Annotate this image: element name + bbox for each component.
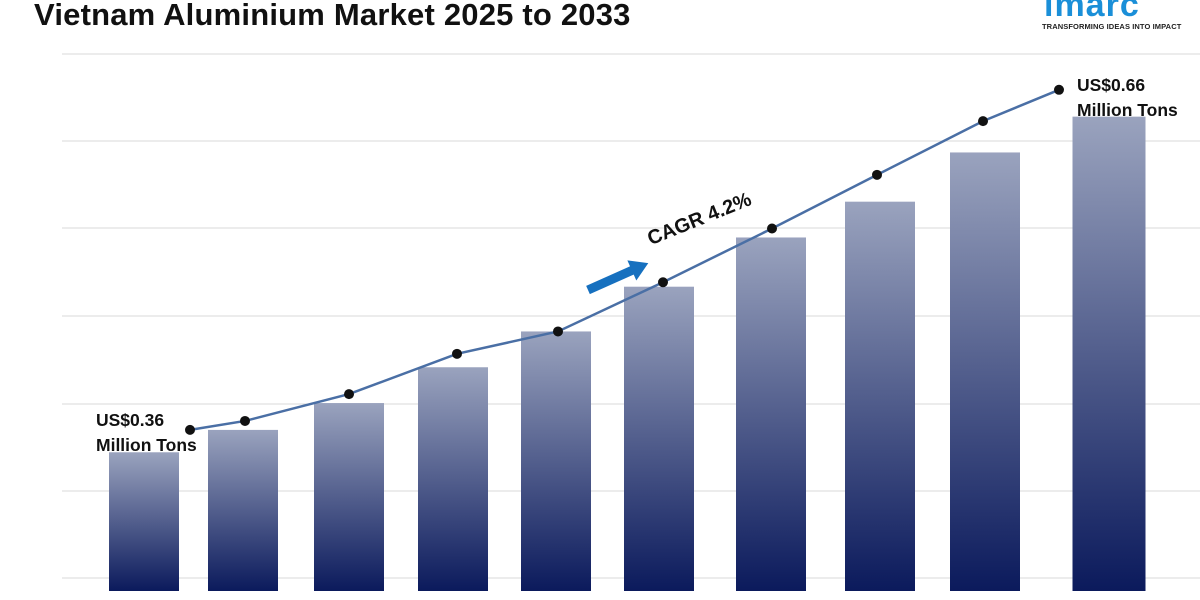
cagr-arrow-icon <box>586 260 649 295</box>
start-value: US$0.36 <box>96 410 165 430</box>
start-unit: Million Tons <box>96 435 197 455</box>
trend-markers <box>185 84 1064 435</box>
chart-title: Vietnam Aluminium Market 2025 to 2033 <box>34 0 631 32</box>
trend-line-path <box>189 88 1060 432</box>
logo-tagline: TRANSFORMING IDEAS INTO IMPACT <box>1042 22 1182 31</box>
end-unit: Million Tons <box>1077 100 1178 120</box>
start-value-label: US$0.36 Million Tons <box>96 408 197 458</box>
trend-point-2027 <box>344 389 354 400</box>
bar-2027 <box>314 403 384 591</box>
trend-point-2025 <box>185 424 195 435</box>
logo-wordmark: imarc <box>1044 0 1140 24</box>
cagr-arrow-shape <box>586 260 649 295</box>
trend-point-2026 <box>240 415 250 426</box>
bar-2033 <box>950 152 1020 591</box>
bar-2034 <box>1072 116 1146 592</box>
cagr-arrow-head <box>627 260 649 281</box>
end-value-label: US$0.66 Million Tons <box>1077 73 1178 123</box>
bar-2030 <box>624 286 694 591</box>
bar-2028 <box>418 367 488 591</box>
bar-2025 <box>109 452 179 591</box>
trend-point-2029 <box>553 326 563 337</box>
trend-point-2030 <box>658 277 668 288</box>
bar-2029 <box>521 331 591 591</box>
trend-point-2032 <box>872 169 882 180</box>
bar-2032 <box>845 201 915 592</box>
trend-point-2034 <box>1054 84 1064 95</box>
trend-point-2028 <box>452 348 462 359</box>
bars <box>109 116 1146 592</box>
imarc-logo: imarc TRANSFORMING IDEAS INTO IMPACT <box>1042 0 1192 34</box>
trend-point-2031 <box>767 223 777 234</box>
cagr-arrow-shaft <box>586 265 636 295</box>
bar-2031 <box>736 237 806 591</box>
end-value: US$0.66 <box>1077 75 1146 95</box>
trend-line <box>189 88 1060 432</box>
trend-point-2033 <box>978 116 988 127</box>
bar-2026 <box>208 429 278 591</box>
